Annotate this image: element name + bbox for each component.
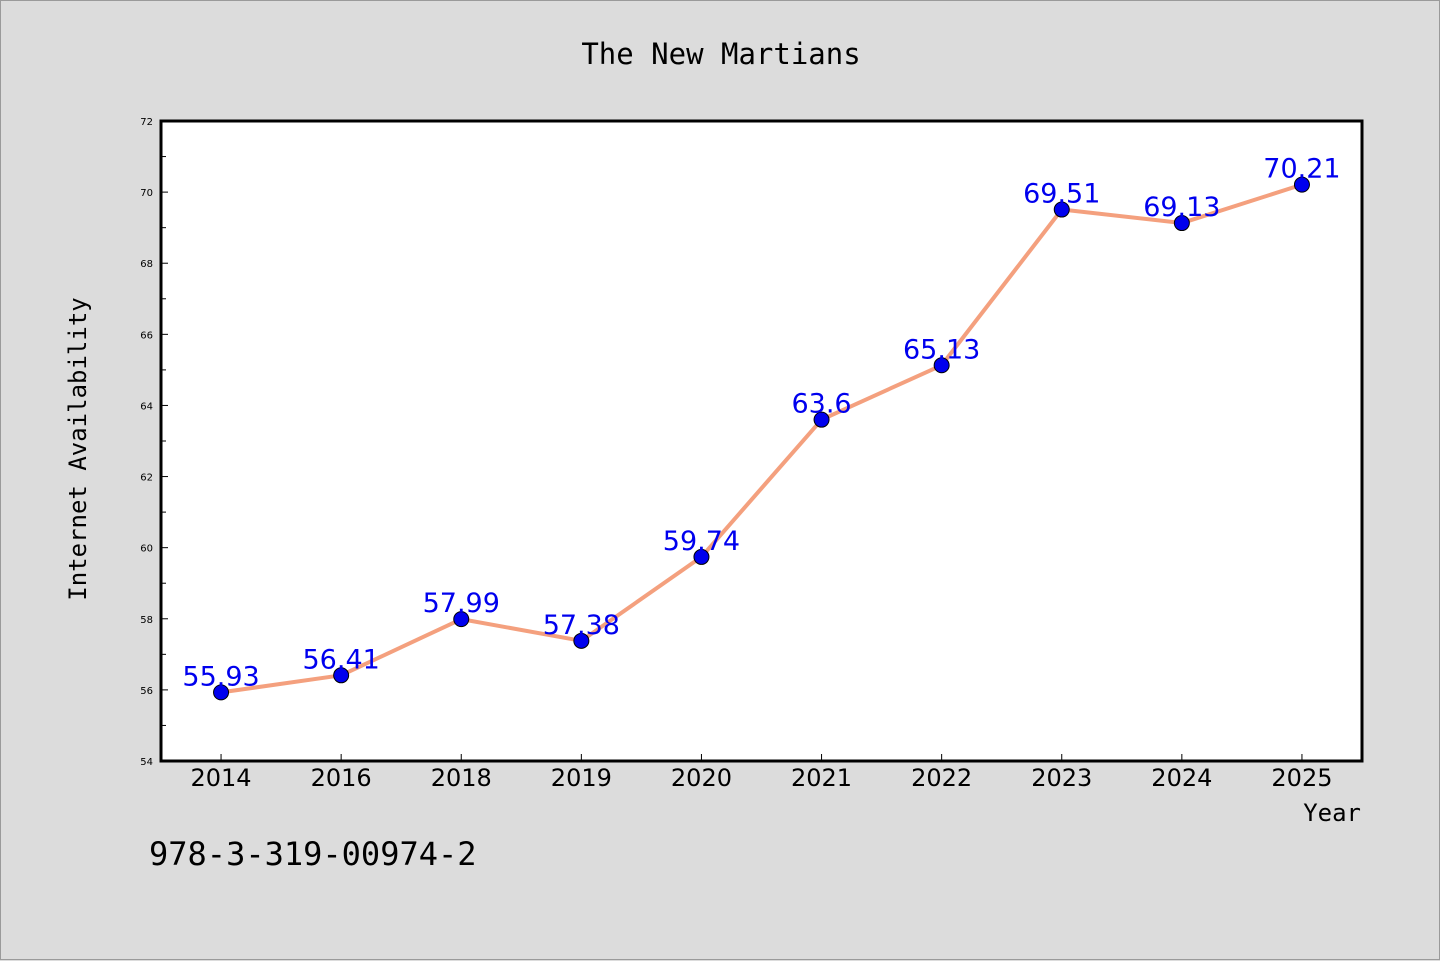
y-axis: 54 56 58 60 62 64 66 68 70 72 bbox=[140, 117, 168, 768]
chart-title: The New Martians bbox=[581, 37, 860, 71]
data-point bbox=[693, 548, 710, 565]
x-tick-label: 2016 bbox=[311, 764, 372, 792]
data-label: 59.74 bbox=[663, 526, 740, 557]
data-point bbox=[933, 357, 950, 374]
x-axis: 2014 2016 2018 2019 2020 2021 2022 2023 2024 2025 bbox=[191, 754, 1332, 792]
data-point bbox=[213, 684, 230, 701]
data-point bbox=[333, 667, 350, 684]
y-tick-label: 72 bbox=[140, 117, 153, 128]
x-tick-label: 2018 bbox=[431, 764, 492, 792]
x-tick-label: 2022 bbox=[911, 764, 972, 792]
data-point bbox=[1173, 215, 1190, 232]
data-label: 57.38 bbox=[543, 610, 620, 641]
data-label: 57.99 bbox=[423, 588, 500, 619]
y-tick-label: 58 bbox=[140, 615, 153, 626]
isbn-annotation: 978-3-319-00974-2 bbox=[149, 835, 477, 873]
data-label: 55.93 bbox=[182, 661, 259, 692]
data-label: 56.41 bbox=[303, 644, 380, 675]
series-polyline bbox=[220, 182, 1303, 695]
y-tick-label: 56 bbox=[140, 686, 153, 697]
data-label: 65.13 bbox=[903, 334, 980, 365]
x-tick-label: 2024 bbox=[1151, 764, 1212, 792]
x-tick-label: 2019 bbox=[551, 764, 612, 792]
x-tick-label: 2014 bbox=[191, 764, 252, 792]
y-tick-label: 62 bbox=[140, 473, 153, 484]
data-point bbox=[813, 411, 830, 428]
data-label: 69.13 bbox=[1143, 192, 1220, 223]
y-tick-label: 68 bbox=[140, 259, 153, 270]
y-tick-label: 60 bbox=[140, 544, 153, 555]
data-label: 63.6 bbox=[791, 389, 851, 420]
data-labels: 55.93 56.41 57.99 57.38 59.74 63.6 65.13 69.51 6… bbox=[182, 154, 1340, 693]
y-axis-label: Internet Availability bbox=[64, 297, 92, 600]
x-tick-label: 2020 bbox=[671, 764, 732, 792]
data-label: 70.21 bbox=[1263, 154, 1340, 185]
x-axis-label: Year bbox=[1303, 799, 1361, 827]
data-point bbox=[573, 632, 590, 649]
data-point bbox=[1053, 201, 1070, 218]
y-tick-label: 54 bbox=[140, 757, 153, 768]
x-tick-label: 2023 bbox=[1031, 764, 1092, 792]
y-tick-label: 66 bbox=[140, 330, 153, 341]
data-label: 69.51 bbox=[1023, 179, 1100, 210]
data-point bbox=[1293, 176, 1310, 193]
x-tick-label: 2021 bbox=[791, 764, 852, 792]
y-tick-label: 70 bbox=[140, 188, 153, 199]
data-markers bbox=[213, 176, 1310, 701]
data-point bbox=[453, 611, 470, 628]
series-line bbox=[220, 182, 1303, 695]
y-tick-label: 64 bbox=[140, 401, 153, 412]
plot-area bbox=[159, 119, 1364, 763]
x-tick-label: 2025 bbox=[1271, 764, 1332, 792]
